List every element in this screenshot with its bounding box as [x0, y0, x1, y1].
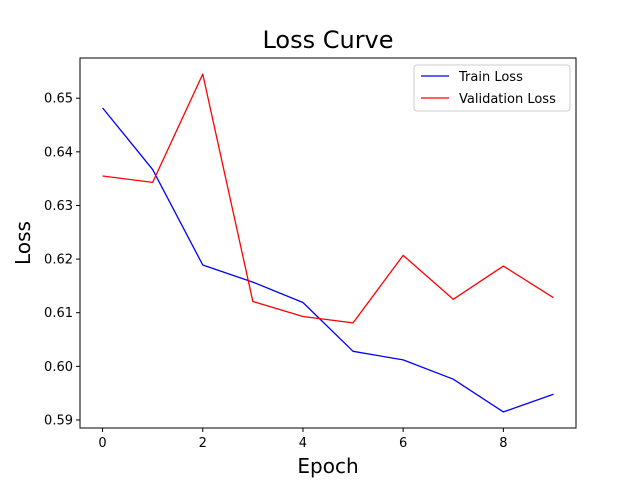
series-line-validation-loss [102, 73, 554, 324]
x-tick-label: 2 [199, 436, 207, 451]
plot-area: 0 2 4 6 8 0.59 0.60 0.61 0.62 0.63 0.64 0.65 [44, 57, 577, 451]
axes-frame [79, 57, 577, 429]
x-axis-label: Epoch [297, 454, 358, 478]
y-tick-label: 0.61 [44, 306, 73, 321]
y-tick-label: 0.59 [44, 413, 73, 428]
legend-label-train-loss: Train Loss [458, 70, 523, 85]
x-tick-label: 4 [299, 436, 307, 451]
x-tick-label: 0 [98, 436, 106, 451]
x-tick-label: 6 [399, 436, 407, 451]
legend: Train Loss Validation Loss [413, 64, 571, 112]
y-axis-label: Loss [11, 221, 35, 265]
legend-label-validation-loss: Validation Loss [459, 92, 556, 107]
x-tick-label: 8 [499, 436, 507, 451]
y-tick-label: 0.65 [44, 92, 73, 107]
x-axis-ticks: 0 2 4 6 8 [98, 428, 507, 451]
y-tick-label: 0.62 [44, 253, 73, 268]
y-axis-ticks: 0.59 0.60 0.61 0.62 0.63 0.64 0.65 [44, 92, 80, 428]
series-lines [102, 73, 554, 413]
y-tick-label: 0.64 [44, 145, 73, 160]
series-line-train-loss [102, 107, 554, 413]
y-tick-label: 0.63 [44, 199, 73, 214]
chart-title: Loss Curve [262, 26, 393, 54]
y-tick-label: 0.60 [44, 360, 73, 375]
legend-box [413, 64, 571, 112]
